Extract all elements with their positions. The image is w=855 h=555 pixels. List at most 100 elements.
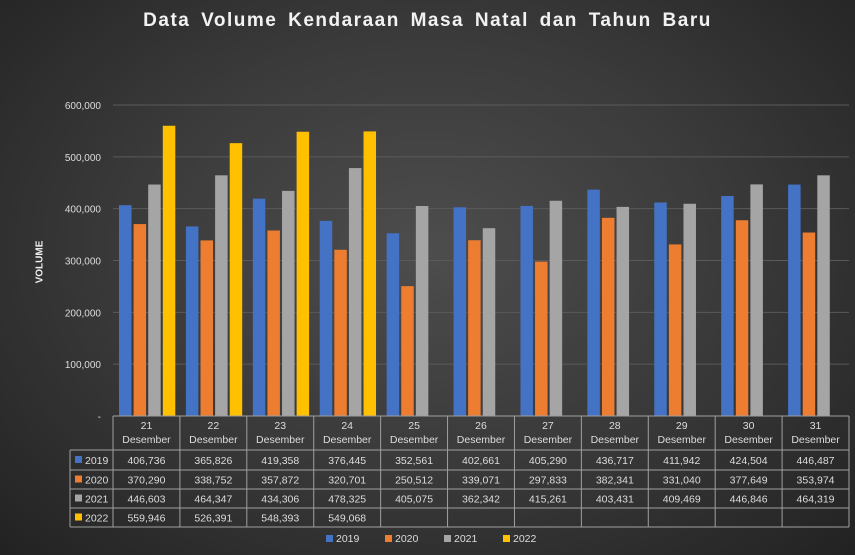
bar-2020 [668, 244, 682, 416]
bar-2020 [401, 286, 414, 416]
bar-2020 [601, 217, 615, 416]
table-cell: 434,306 [261, 494, 299, 506]
legend-key-2021 [75, 494, 82, 502]
table-cell: 409,469 [663, 494, 701, 506]
table-cell: 382,341 [596, 475, 634, 487]
bar-2021 [750, 184, 763, 416]
x-tick-label: Desember [390, 434, 439, 446]
bar-2022 [229, 143, 243, 416]
bar-2021 [817, 175, 830, 416]
bar-2020 [334, 249, 347, 416]
table-cell: 419,358 [261, 455, 299, 467]
bar-2021 [282, 190, 295, 416]
x-tick-label: 24 [341, 420, 353, 432]
bar-2020 [735, 220, 749, 416]
table-cell: 446,603 [127, 494, 165, 506]
table-cell: 402,661 [462, 455, 500, 467]
table-cell: 446,846 [730, 494, 768, 506]
table-cell: 464,347 [194, 494, 232, 506]
legend-label: 2022 [513, 533, 537, 545]
table-cell: 362,342 [462, 494, 500, 506]
bar-2021 [482, 228, 496, 416]
table-cell: 424,504 [730, 455, 768, 467]
bar-2019 [520, 205, 533, 416]
y-tick-label: 600,000 [65, 101, 102, 112]
table-cell: 403,431 [596, 494, 634, 506]
bar-2019 [185, 226, 199, 416]
x-tick-label: 30 [743, 420, 755, 432]
table-cell: 353,974 [797, 475, 835, 487]
bar-2020 [267, 230, 280, 416]
legend-key-2022 [75, 513, 82, 521]
table-cell: 415,261 [529, 494, 567, 506]
x-tick-label: 23 [274, 420, 286, 432]
x-tick-label: 27 [542, 420, 554, 432]
table-cell: 548,393 [261, 513, 299, 525]
bar-2021 [415, 206, 429, 416]
table-cell: 352,561 [395, 455, 433, 467]
bar-2019 [587, 189, 600, 416]
table-cell: 478,325 [328, 494, 366, 506]
bar-2021 [616, 206, 630, 416]
table-cell: 526,391 [194, 513, 232, 525]
table-cell: 320,701 [328, 475, 366, 487]
bar-2019 [654, 202, 667, 416]
x-tick-label: Desember [457, 434, 506, 446]
x-tick-label: Desember [524, 434, 573, 446]
bar-2022 [296, 131, 310, 416]
x-tick-label: Desember [189, 434, 238, 446]
bar-2022 [162, 125, 176, 416]
x-tick-label: Desember [323, 434, 372, 446]
legend-key-2022 [503, 535, 510, 542]
table-cell: 559,946 [127, 513, 165, 525]
bar-2022 [363, 131, 377, 416]
table-cell: 446,487 [797, 455, 835, 467]
bar-2019 [319, 220, 333, 416]
x-tick-label: Desember [256, 434, 305, 446]
bar-2021 [549, 200, 563, 416]
bar-2021 [348, 168, 362, 416]
table-cell: 331,040 [663, 475, 701, 487]
x-tick-label: 26 [475, 420, 487, 432]
table-cell: 338,752 [194, 475, 232, 487]
legend-key-2020 [385, 535, 392, 542]
bar-2020 [133, 224, 147, 416]
x-tick-label: Desember [122, 434, 171, 446]
chart-title: Data Volume Kendaraan Masa Natal dan Tah… [143, 10, 712, 31]
bar-2019 [119, 205, 132, 416]
bar-2021 [215, 175, 228, 416]
x-tick-label: 31 [810, 420, 822, 432]
table-cell: 464,319 [797, 494, 835, 506]
bar-2021 [683, 203, 696, 416]
table-cell: 370,290 [127, 475, 165, 487]
legend-key-2019 [75, 456, 82, 463]
bar-2020 [802, 232, 816, 416]
table-cell: 411,942 [663, 455, 700, 467]
bar-2020 [200, 240, 214, 416]
table-row-label: 2022 [85, 513, 109, 525]
table-cell: 405,075 [395, 494, 433, 506]
table-cell: 339,071 [462, 475, 500, 487]
y-tick-label: 500,000 [65, 153, 102, 164]
y-tick-label: 300,000 [65, 257, 102, 268]
table-cell: 405,290 [529, 455, 567, 467]
y-tick-label: 400,000 [65, 205, 102, 216]
bar-2019 [453, 207, 467, 416]
y-tick-label: - [98, 412, 101, 423]
x-tick-label: 21 [141, 420, 153, 432]
table-row-label: 2019 [85, 455, 109, 467]
table-row-label: 2021 [85, 494, 109, 506]
x-tick-label: 22 [208, 420, 220, 432]
bar-2019 [252, 198, 266, 416]
x-tick-label: Desember [724, 434, 773, 446]
table-cell: 297,833 [529, 475, 567, 487]
legend-label: 2021 [454, 533, 478, 545]
y-tick-label: 200,000 [65, 308, 102, 319]
legend-label: 2020 [395, 533, 419, 545]
table-cell: 436,717 [596, 455, 634, 467]
legend-label: 2019 [336, 533, 360, 545]
table-cell: 365,826 [194, 455, 232, 467]
table-cell: 357,872 [261, 475, 299, 487]
bar-2019 [721, 195, 734, 416]
